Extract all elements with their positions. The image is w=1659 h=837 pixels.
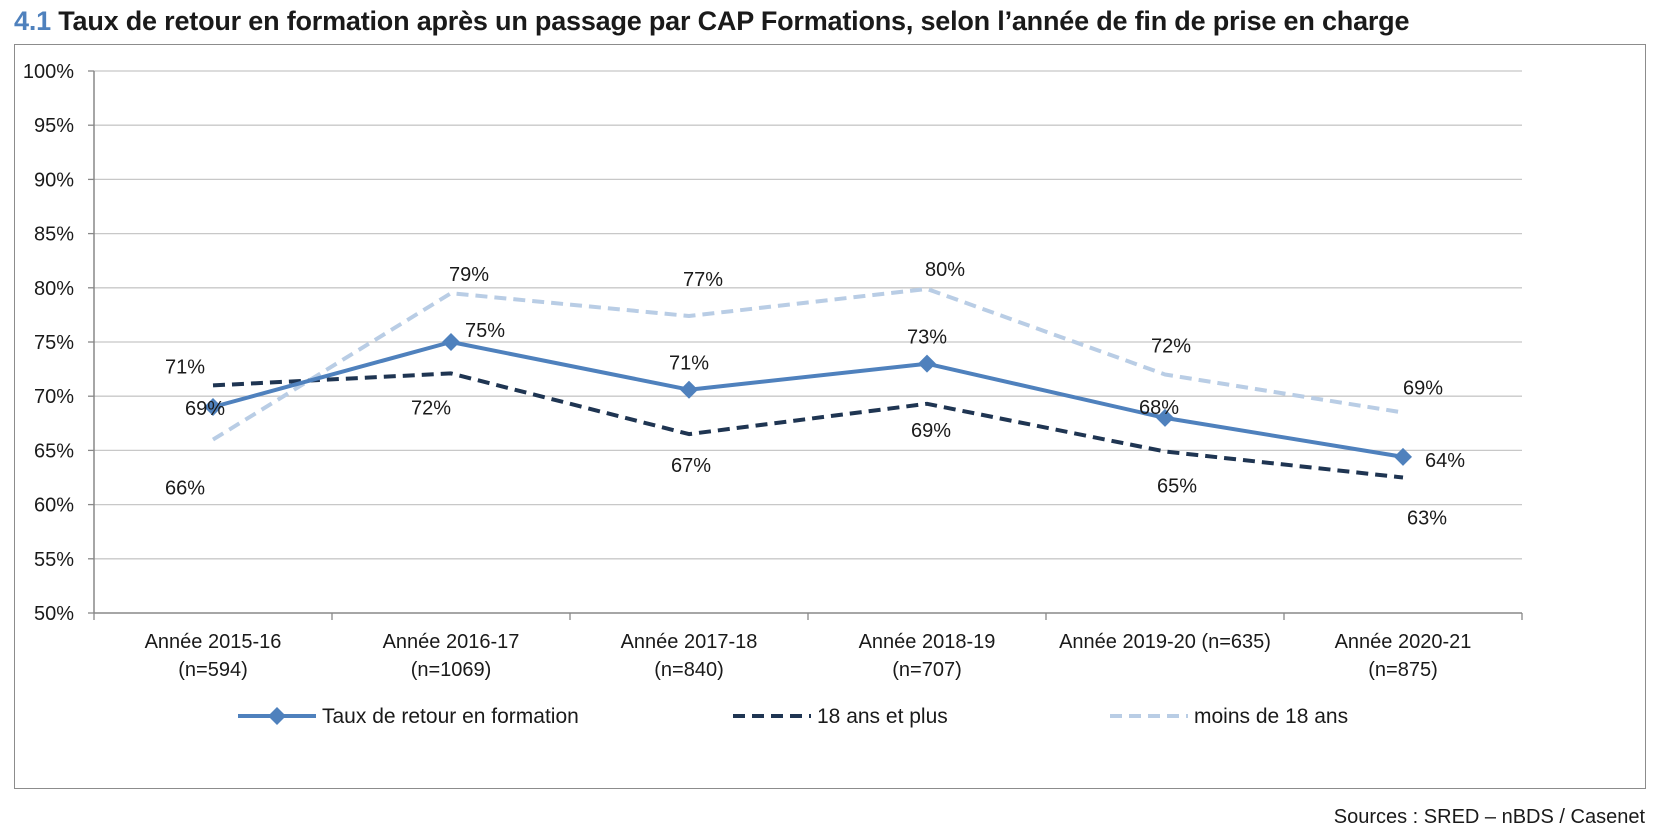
x-tick-label: (n=594) [178,659,248,681]
x-tick-label: Année 2015-16 [145,631,282,653]
title-number: 4.1 [14,6,51,36]
legend-label: 18 ans et plus [817,705,948,728]
data-point-marker [918,354,936,373]
x-tick-label: (n=707) [892,659,962,681]
data-label: 69% [1403,377,1443,399]
chart-title: 4.1 Taux de retour en formation après un… [14,6,1409,37]
x-tick-label: (n=840) [654,659,724,681]
data-label: 69% [185,398,225,420]
data-label: 66% [165,478,205,500]
legend-label: moins de 18 ans [1194,705,1348,728]
data-label: 69% [911,420,951,442]
x-tick-label: Année 2016-17 [383,631,520,653]
y-tick-label: 55% [34,549,74,571]
data-label: 64% [1425,450,1465,472]
data-label: 71% [165,356,205,378]
data-label: 75% [465,320,505,342]
source-note: Sources : SRED – nBDS / Casenet [1333,806,1645,828]
legend-label: Taux de retour en formation [322,705,579,728]
data-label: 63% [1407,508,1447,530]
series-line-0 [212,340,1404,459]
data-label: 77% [683,269,723,291]
x-tick-label: Année 2019-20 (n=635) [1059,631,1271,653]
y-tick-label: 65% [34,440,74,462]
data-label: 71% [669,353,709,375]
series-line-1 [212,371,1404,480]
data-point-marker [1156,408,1174,427]
data-label: 72% [411,397,451,419]
data-label: 65% [1157,475,1197,497]
y-tick-label: 60% [34,495,74,517]
y-tick-label: 50% [34,603,74,625]
title-text: Taux de retour en formation après un pas… [58,6,1410,36]
data-label: 72% [1151,336,1191,358]
y-tick-label: 80% [34,278,74,300]
x-tick-label: Année 2020-21 [1335,631,1472,653]
x-tick-label: Année 2017-18 [621,631,758,653]
data-point-marker [204,398,222,417]
data-label: 79% [449,264,489,286]
series-line-2 [211,286,1404,442]
chart-frame [14,44,1646,789]
y-tick-label: 70% [34,386,74,408]
data-point-marker [1394,447,1412,466]
data-label: 73% [907,327,947,349]
data-label: 67% [671,455,711,477]
x-tick-label: (n=875) [1368,659,1438,681]
data-point-marker [442,333,460,351]
y-tick-label: 100% [23,61,74,83]
y-tick-label: 95% [34,115,74,137]
x-tick-label: (n=1069) [411,659,492,681]
legend-swatch-marker [268,707,286,725]
data-point-marker [680,380,698,399]
y-tick-label: 90% [34,169,74,191]
x-tick-label: Année 2018-19 [859,631,996,653]
y-tick-label: 85% [34,224,74,246]
data-label: 68% [1139,397,1179,419]
y-tick-label: 75% [34,332,74,354]
data-label: 80% [925,259,965,281]
